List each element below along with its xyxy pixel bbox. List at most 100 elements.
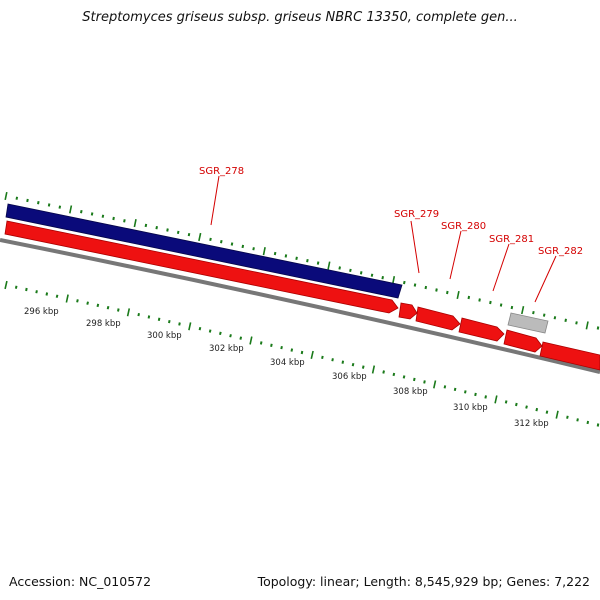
- lower-tick: [351, 362, 355, 367]
- gene-label-sgr-279[interactable]: SGR_279: [394, 209, 439, 220]
- gene-sgr-278[interactable]: [5, 203, 403, 299]
- upper-tick: [230, 242, 234, 246]
- gene-next-forward[interactable]: [539, 341, 600, 371]
- upper-tick: [69, 205, 73, 214]
- genome-summary-text: Topology: linear; Length: 8,545,929 bp; …: [257, 574, 590, 589]
- lower-tick: [137, 312, 140, 317]
- lower-tick: [76, 299, 79, 303]
- lower-tick: [65, 294, 69, 303]
- gene-sgr-282[interactable]: [503, 329, 543, 353]
- gene-sgr-281[interactable]: [458, 317, 505, 342]
- upper-tick: [338, 266, 341, 270]
- upper-tick: [564, 318, 567, 322]
- upper-tick: [521, 306, 525, 315]
- lower-tick: [484, 395, 487, 399]
- upper-tick: [15, 196, 19, 200]
- lower-tick: [464, 390, 467, 394]
- upper-tick: [306, 259, 309, 263]
- gene-label-sgr-281[interactable]: SGR_281: [489, 234, 534, 245]
- lower-tick: [555, 410, 559, 419]
- lower-tick: [229, 334, 232, 338]
- lower-tick: [239, 336, 243, 340]
- scale-label-302: 302 kbp: [209, 344, 244, 354]
- lower-tick-track: [4, 280, 600, 427]
- lower-tick: [566, 415, 569, 419]
- upper-tick: [403, 280, 406, 285]
- upper-tick: [435, 288, 438, 292]
- lower-tick: [198, 326, 202, 331]
- lower-tick: [371, 365, 376, 374]
- lower-tick: [310, 350, 314, 359]
- gene-sgr-280[interactable]: [415, 306, 461, 331]
- scale-label-306: 306 kbp: [332, 372, 367, 382]
- scale-label-310: 310 kbp: [453, 403, 488, 413]
- upper-tick: [144, 223, 148, 228]
- scale-label-296: 296 kbp: [24, 307, 59, 317]
- lower-tick: [361, 365, 365, 369]
- lower-tick: [106, 305, 110, 310]
- lower-tick: [117, 308, 120, 312]
- lower-tick: [382, 370, 385, 374]
- lower-tick: [402, 375, 406, 379]
- upper-tick: [316, 261, 320, 265]
- accession-text: Accession: NC_010572: [9, 574, 152, 589]
- gene-pseudo[interactable]: [507, 312, 549, 334]
- upper-tick: [187, 232, 191, 237]
- upper-tick: [596, 326, 600, 330]
- upper-tick: [489, 300, 492, 305]
- lower-tick: [259, 341, 263, 345]
- upper-tick: [4, 191, 8, 201]
- label-leaders: [210, 175, 557, 303]
- lower-tick: [45, 292, 49, 296]
- upper-tick: [532, 310, 535, 315]
- upper-tick: [198, 232, 202, 242]
- lower-tick: [545, 410, 549, 414]
- upper-tick: [209, 237, 212, 242]
- lower-tick: [188, 322, 192, 331]
- upper-tick: [133, 219, 137, 228]
- scale-label-308: 308 kbp: [393, 387, 428, 397]
- lower-tick: [290, 348, 294, 352]
- lower-tick: [504, 400, 508, 404]
- lower-tick: [331, 358, 334, 362]
- gene-sgr-278-forward-segment[interactable]: [4, 220, 399, 314]
- lower-tick: [270, 343, 273, 347]
- lower-tick: [300, 350, 304, 355]
- genome-backbone: [0, 238, 600, 374]
- upper-tick: [252, 247, 255, 251]
- lower-tick: [4, 280, 8, 290]
- lower-tick: [147, 315, 151, 319]
- upper-tick: [112, 216, 115, 221]
- gene-label-sgr-278[interactable]: SGR_278: [199, 166, 244, 177]
- upper-tick: [585, 321, 589, 330]
- upper-tick: [542, 313, 546, 317]
- gene-label-sgr-280[interactable]: SGR_280: [441, 221, 486, 232]
- upper-tick: [467, 295, 471, 300]
- lower-tick: [168, 319, 171, 324]
- upper-tick: [478, 298, 481, 302]
- lower-tick: [280, 345, 283, 350]
- lower-tick: [341, 360, 345, 364]
- lower-tick: [96, 303, 100, 308]
- upper-tick: [413, 283, 417, 287]
- upper-tick: [47, 203, 51, 207]
- upper-tick: [262, 247, 266, 256]
- scale-label-298: 298 kbp: [86, 319, 121, 329]
- upper-tick: [424, 285, 428, 290]
- lower-tick: [586, 420, 590, 425]
- upper-tick: [241, 244, 245, 249]
- gene-sgr-279[interactable]: [398, 302, 418, 320]
- lower-tick: [321, 355, 324, 360]
- lower-tick: [433, 380, 437, 389]
- lower-tick: [178, 322, 181, 326]
- lower-tick: [515, 402, 518, 407]
- lower-tick: [392, 372, 396, 377]
- upper-tick: [220, 240, 223, 244]
- lower-tick: [14, 285, 18, 289]
- scale-label-304: 304 kbp: [270, 358, 305, 368]
- lower-tick: [126, 308, 131, 317]
- gene-label-sgr-282[interactable]: SGR_282: [538, 246, 583, 257]
- lower-tick: [249, 336, 253, 345]
- scale-label-312: 312 kbp: [514, 419, 549, 429]
